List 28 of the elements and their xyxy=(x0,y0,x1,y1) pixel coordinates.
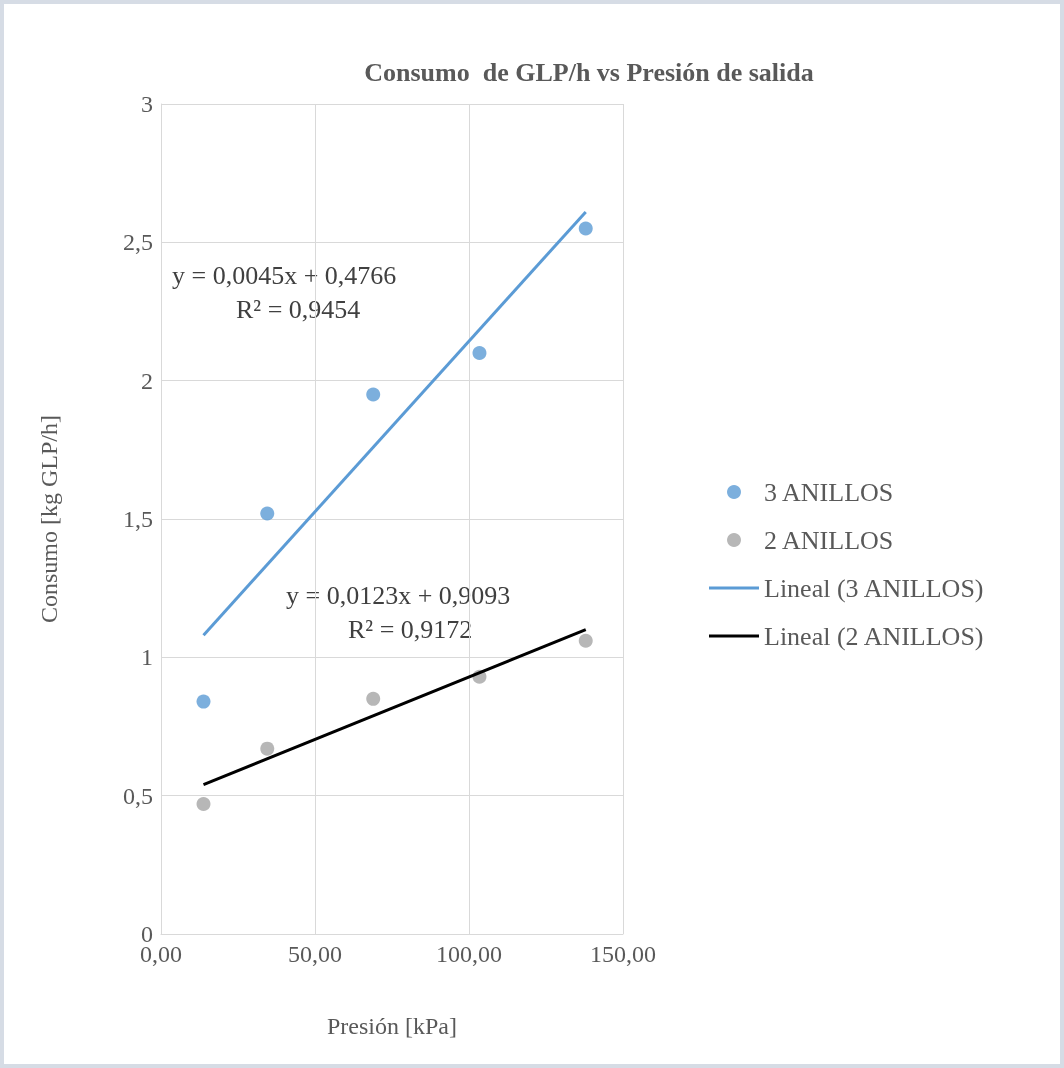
legend-label: Lineal (2 ANILLOS) xyxy=(764,621,984,651)
annotation: y = 0,0045x + 0,4766 xyxy=(172,260,397,290)
x-tick-label: 100,00 xyxy=(436,941,502,967)
legend-label: 3 ANILLOS xyxy=(764,477,894,507)
annotation: R² = 0,9454 xyxy=(236,294,361,324)
y-tick-label: 2,5 xyxy=(123,229,153,256)
point xyxy=(196,694,211,709)
point xyxy=(196,796,211,811)
legend-label: Lineal (3 ANILLOS) xyxy=(764,573,984,603)
legend-label: 2 ANILLOS xyxy=(764,525,894,555)
x-tick-label: 50,00 xyxy=(288,941,342,967)
point xyxy=(260,741,275,756)
x-axis-title: Presión [kPa] xyxy=(327,1013,457,1039)
point xyxy=(472,346,487,360)
annotation: R² = 0,9172 xyxy=(348,614,473,644)
y-tick-label: 3 xyxy=(141,91,153,117)
chart-title: Consumo de GLP/h vs Presión de salida xyxy=(364,57,814,87)
x-tick-label: 150,00 xyxy=(590,941,656,967)
y-tick-label: 0,5 xyxy=(123,782,153,809)
y-tick-label: 1,5 xyxy=(123,506,153,532)
point xyxy=(578,633,593,648)
y-axis-title: Consumo [kg GLP/h] xyxy=(36,414,62,624)
point xyxy=(260,506,275,521)
point xyxy=(578,221,593,236)
point xyxy=(366,387,381,402)
y-tick-label: 1 xyxy=(141,644,153,671)
y-tick-label: 2 xyxy=(141,367,153,394)
point xyxy=(366,691,381,706)
